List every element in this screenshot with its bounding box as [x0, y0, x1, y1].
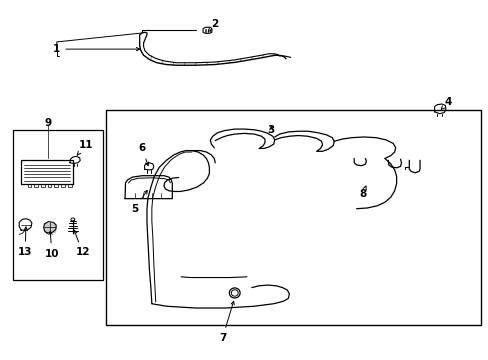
- Text: 7: 7: [219, 301, 234, 343]
- Text: 5: 5: [131, 190, 147, 214]
- Bar: [13, 130, 103, 280]
- Text: 12: 12: [74, 230, 90, 257]
- Text: 8: 8: [358, 186, 366, 199]
- Text: 9: 9: [45, 118, 52, 128]
- Text: 11: 11: [77, 140, 93, 155]
- Text: 2: 2: [208, 19, 218, 32]
- Text: 6: 6: [138, 143, 148, 166]
- Text: 13: 13: [18, 227, 32, 257]
- Text: 10: 10: [44, 231, 59, 258]
- Text: 3: 3: [267, 125, 274, 135]
- Text: 1: 1: [53, 44, 140, 54]
- Bar: [105, 110, 480, 325]
- Text: 4: 4: [440, 97, 451, 109]
